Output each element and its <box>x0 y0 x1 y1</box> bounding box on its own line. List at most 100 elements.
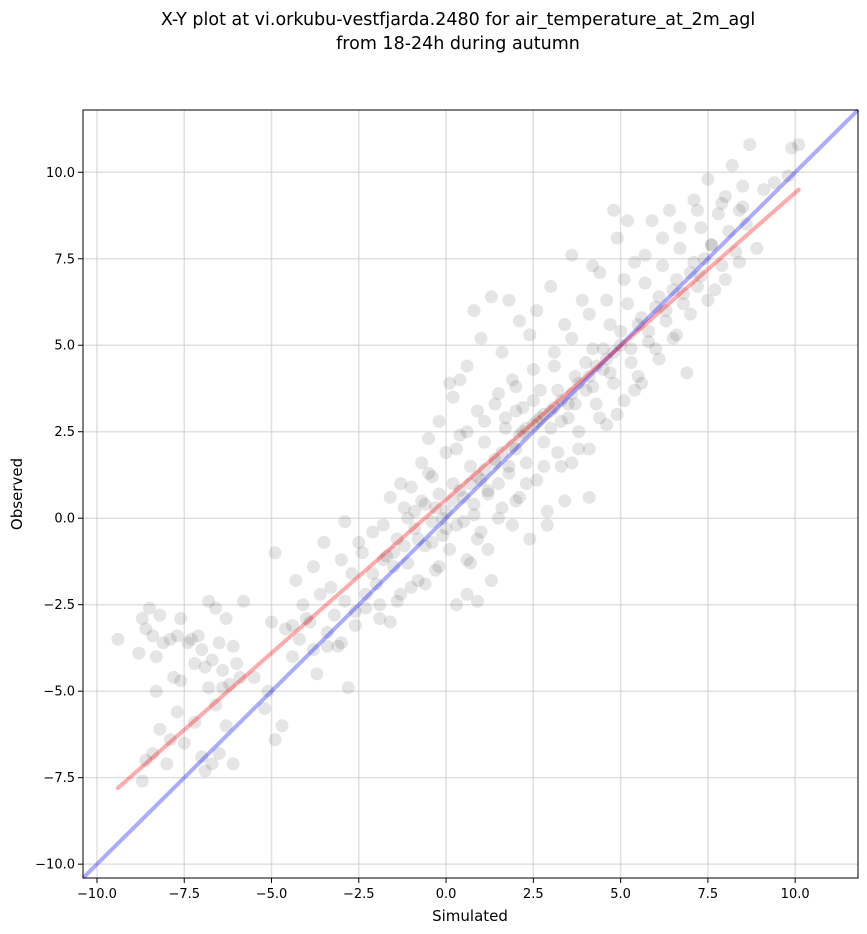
data-point-175 <box>687 193 701 207</box>
data-point-68 <box>341 681 355 695</box>
data-point-285 <box>481 487 495 501</box>
data-point-253 <box>607 345 621 359</box>
data-point-41 <box>205 757 219 771</box>
data-point-160 <box>635 376 649 390</box>
data-point-249 <box>572 376 586 390</box>
data-point-169 <box>666 283 680 297</box>
data-point-298 <box>488 397 502 411</box>
data-point-211 <box>621 214 635 228</box>
data-point-150 <box>600 418 614 432</box>
data-point-280 <box>411 532 425 546</box>
data-point-246 <box>547 401 561 415</box>
data-point-236 <box>464 477 477 491</box>
data-point-42 <box>212 746 226 760</box>
data-point-116 <box>481 484 495 498</box>
scatter-points <box>111 138 806 788</box>
data-point-273 <box>669 273 683 287</box>
data-point-105 <box>446 477 460 491</box>
data-point-115 <box>477 435 491 449</box>
x-tick-label-8: 10.0 <box>781 887 810 902</box>
data-point-282 <box>439 522 453 536</box>
data-point-122 <box>502 466 516 480</box>
data-point-113 <box>474 473 488 487</box>
data-point-158 <box>628 255 642 269</box>
data-point-109 <box>460 553 474 567</box>
data-point-225 <box>470 594 484 608</box>
data-point-294 <box>425 470 439 484</box>
data-point-284 <box>467 497 481 511</box>
data-point-206 <box>530 304 544 318</box>
data-point-260 <box>551 383 565 397</box>
data-point-50 <box>247 670 261 684</box>
y-tick-label-5: 2.5 <box>54 425 75 440</box>
data-point-76 <box>334 553 348 567</box>
data-point-87 <box>387 560 401 574</box>
data-point-177 <box>694 221 708 235</box>
data-point-63 <box>313 587 327 601</box>
data-point-73 <box>306 560 320 574</box>
data-point-139 <box>561 397 575 411</box>
data-point-82 <box>369 577 383 591</box>
data-point-301 <box>547 345 561 359</box>
data-point-229 <box>401 511 415 525</box>
data-point-141 <box>568 369 582 383</box>
data-point-11 <box>170 629 184 643</box>
data-point-94 <box>411 573 425 587</box>
data-point-28 <box>233 670 247 684</box>
data-point-84 <box>376 518 390 532</box>
data-point-35 <box>163 733 177 747</box>
data-point-335 <box>285 618 299 632</box>
data-point-100 <box>432 487 446 501</box>
data-point-54 <box>275 719 289 733</box>
data-point-306 <box>638 248 652 262</box>
x-tick-label-3: −2.5 <box>343 887 375 902</box>
data-point-276 <box>694 269 708 283</box>
data-point-18 <box>198 660 212 674</box>
data-point-59 <box>296 598 310 612</box>
data-point-62 <box>310 667 324 681</box>
data-point-271 <box>652 290 666 304</box>
data-point-52 <box>261 684 275 698</box>
data-point-138 <box>558 317 572 331</box>
data-point-33 <box>153 722 167 736</box>
data-point-154 <box>614 338 628 352</box>
data-point-279 <box>397 539 411 553</box>
data-point-296 <box>460 425 474 439</box>
y-tick-label-7: 7.5 <box>54 252 75 267</box>
data-point-31 <box>139 753 153 767</box>
data-point-37 <box>177 736 191 750</box>
data-point-132 <box>537 435 551 449</box>
data-point-252 <box>600 352 614 366</box>
data-point-64 <box>320 625 334 639</box>
data-point-184 <box>718 189 732 203</box>
data-point-318 <box>732 255 746 269</box>
data-point-288 <box>366 567 380 581</box>
data-point-272 <box>659 304 673 318</box>
data-point-179 <box>701 172 715 186</box>
data-point-202 <box>484 290 498 304</box>
data-point-292 <box>394 477 408 491</box>
data-point-65 <box>327 608 341 622</box>
data-point-208 <box>565 248 579 262</box>
data-point-238 <box>477 463 491 477</box>
data-point-39 <box>195 750 209 764</box>
data-point-108 <box>457 490 471 504</box>
data-point-147 <box>589 397 603 411</box>
data-point-197 <box>792 138 806 152</box>
data-point-55 <box>265 615 279 629</box>
data-point-165 <box>652 352 666 366</box>
data-point-16 <box>191 629 205 643</box>
data-point-290 <box>355 546 369 560</box>
y-tick-label-4: 0.0 <box>54 512 75 527</box>
data-point-300 <box>526 362 540 376</box>
data-point-281 <box>425 535 439 549</box>
data-point-329 <box>432 560 446 574</box>
data-point-36 <box>170 705 184 719</box>
data-point-15 <box>188 657 202 671</box>
data-point-126 <box>516 401 530 415</box>
data-point-274 <box>676 286 690 300</box>
data-point-310 <box>715 196 729 210</box>
data-point-245 <box>537 407 551 421</box>
data-point-74 <box>317 535 331 549</box>
data-point-58 <box>292 632 306 646</box>
